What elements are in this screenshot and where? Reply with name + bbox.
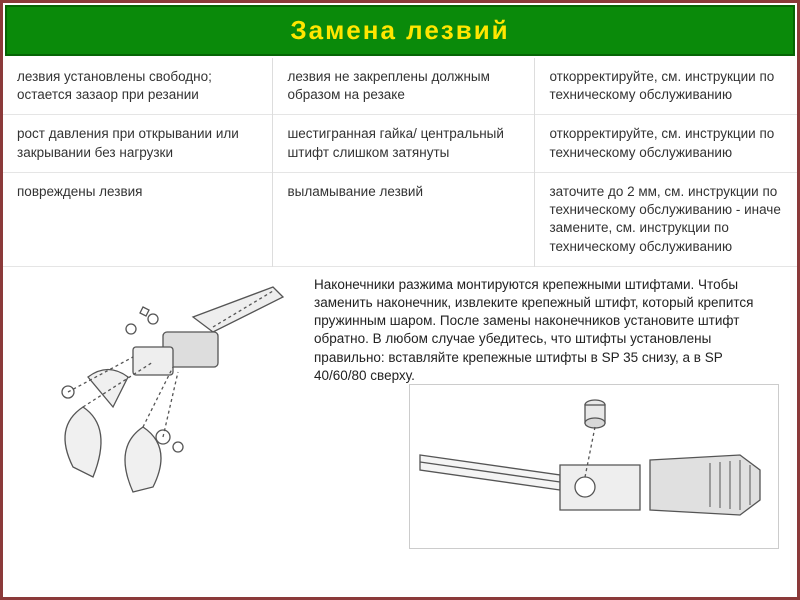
troubleshoot-table: лезвия установлены свободно; остается за… bbox=[3, 58, 797, 267]
table-cell: лезвия установлены свободно; остается за… bbox=[3, 58, 273, 115]
table-cell: откорректируйте, см. инструкции по техни… bbox=[535, 115, 797, 172]
table-cell: откорректируйте, см. инструкции по техни… bbox=[535, 58, 797, 115]
table-row: повреждены лезвия выламывание лезвий зат… bbox=[3, 172, 797, 266]
assembly-diagram-icon bbox=[409, 384, 779, 549]
table-cell: выламывание лезвий bbox=[273, 172, 535, 266]
table-row: лезвия установлены свободно; остается за… bbox=[3, 58, 797, 115]
lower-region: Наконечники разжима монтируются крепежны… bbox=[3, 267, 797, 567]
title-bar: Замена лезвий bbox=[5, 5, 795, 56]
description-text: Наконечники разжима монтируются крепежны… bbox=[301, 267, 781, 394]
table-cell: повреждены лезвия bbox=[3, 172, 273, 266]
table-cell: лезвия не закреплены должным образом на … bbox=[273, 58, 535, 115]
exploded-diagram-icon bbox=[13, 277, 313, 537]
table-row: рост давления при открывании или закрыва… bbox=[3, 115, 797, 172]
table-cell: заточите до 2 мм, см. инструкции по техн… bbox=[535, 172, 797, 266]
table-cell: шестигранная гайка/ центральный штифт сл… bbox=[273, 115, 535, 172]
page-title: Замена лезвий bbox=[7, 15, 793, 46]
document-page: Замена лезвий лезвия установлены свободн… bbox=[0, 0, 800, 600]
table-cell: рост давления при открывании или закрыва… bbox=[3, 115, 273, 172]
